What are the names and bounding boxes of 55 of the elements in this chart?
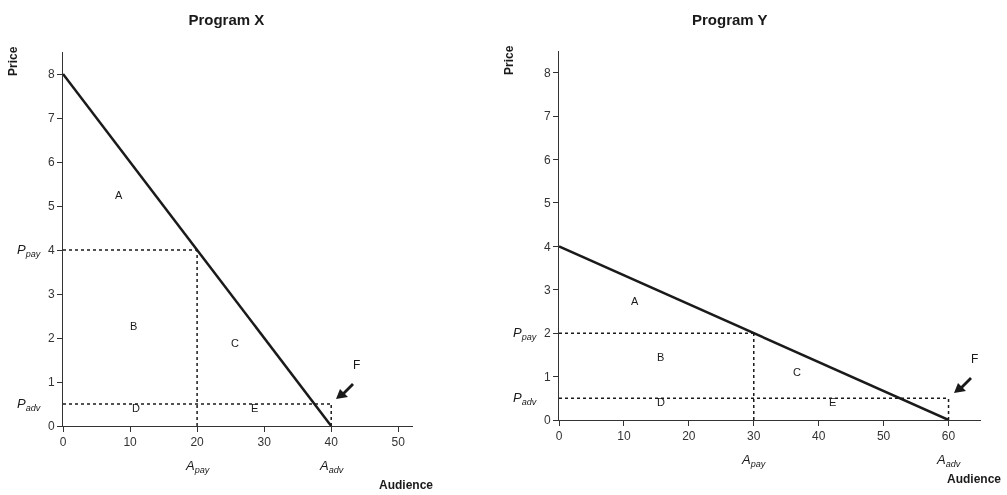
text: A$_{adv}$ — [936, 452, 961, 469]
annotation: C — [793, 366, 801, 378]
x-tick-label: 10 — [617, 429, 631, 444]
annotation: E — [251, 402, 259, 414]
annotation: A — [115, 189, 123, 201]
annotation: F — [971, 352, 979, 366]
x-tick-label: 40 — [324, 435, 339, 450]
y-tick-label: 7 — [47, 111, 55, 126]
text: A$_{pay}$ — [741, 452, 766, 469]
y-tick-label: 4 — [47, 243, 55, 258]
y-tick-label: 8 — [47, 67, 55, 82]
y-tick-label: 5 — [47, 199, 55, 214]
annotation: A — [631, 295, 639, 307]
text: A$_{adv}$ — [319, 458, 344, 475]
y-axis-title: Price — [502, 45, 516, 75]
annotation: D — [132, 402, 140, 414]
y-tick-label: 8 — [543, 65, 551, 80]
x-axis-title: Audience — [379, 478, 434, 492]
y-tick-label: 2 — [543, 326, 551, 341]
y-tick-label: 3 — [47, 287, 55, 302]
y-tick-label: 6 — [47, 155, 55, 170]
x-tick-label: 60 — [941, 429, 956, 444]
chart-title: Program X — [188, 11, 265, 29]
y-tick-label: 3 — [543, 282, 551, 297]
annotation: B — [657, 351, 665, 363]
annotation: F — [353, 358, 361, 372]
y-tick-label: 2 — [47, 331, 55, 346]
y-tick-label: 5 — [543, 196, 551, 211]
x-tick-label: 30 — [747, 429, 761, 444]
x-tick-label: 0 — [59, 435, 67, 450]
chart-title: Program Y — [692, 11, 768, 29]
x-tick-label: 50 — [876, 429, 891, 444]
x-tick-label: 40 — [812, 429, 826, 444]
x-axis-title: Audience — [947, 472, 1002, 486]
y-tick-label: 1 — [543, 369, 551, 384]
x-tick-label: 20 — [682, 429, 696, 444]
text: P$_{pay}$ — [17, 242, 41, 259]
annotation: C — [231, 337, 239, 349]
x-tick-label: 20 — [190, 435, 205, 450]
y-axis-title: Price — [6, 46, 20, 76]
y-tick-label: 4 — [543, 239, 551, 254]
x-tick-label: 10 — [123, 435, 138, 450]
y-tick-label: 0 — [47, 419, 55, 434]
y-tick-label: 6 — [543, 152, 551, 167]
annotation: B — [130, 320, 138, 332]
text: A$_{pay}$ — [185, 458, 210, 475]
x-tick-label: 30 — [257, 435, 272, 450]
y-tick-label: 7 — [543, 109, 551, 124]
text: P$_{pay}$ — [513, 325, 537, 342]
text: P$_{adv}$ — [513, 390, 537, 407]
text: P$_{adv}$ — [17, 396, 41, 413]
y-tick-label: 1 — [47, 375, 55, 390]
y-tick-label: 0 — [543, 413, 551, 428]
x-tick-label: 50 — [391, 435, 406, 450]
x-tick-label: 0 — [555, 429, 563, 444]
